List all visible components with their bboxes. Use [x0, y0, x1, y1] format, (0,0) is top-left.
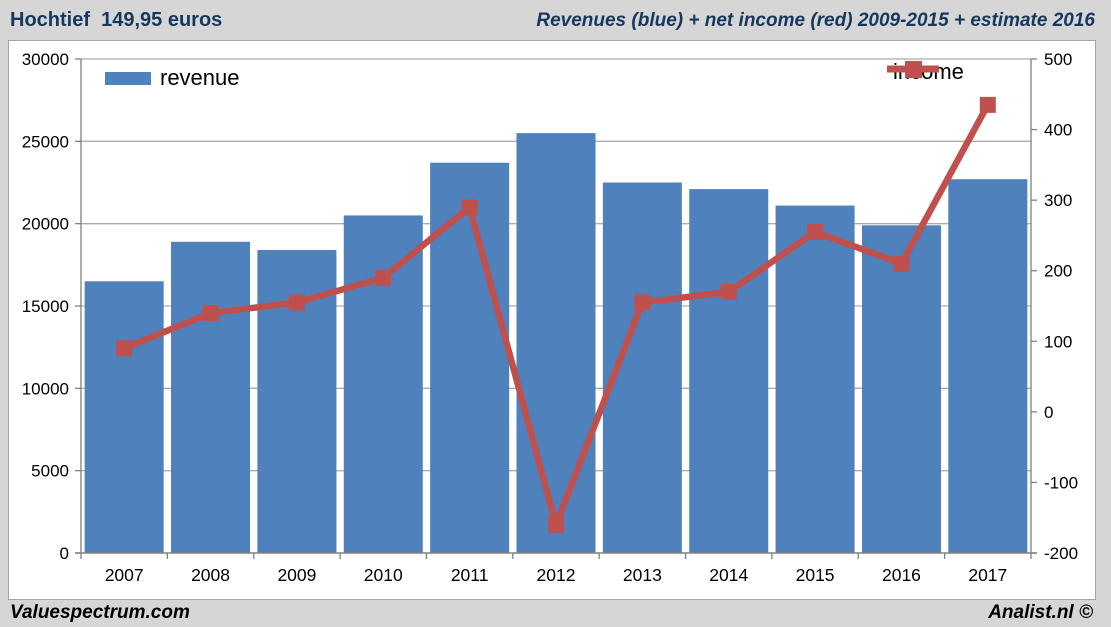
- income-marker: [202, 305, 219, 322]
- left-axis-tick-label: 30000: [22, 50, 69, 69]
- footer-copyright: Analist.nl ©: [988, 602, 1093, 623]
- page-title: Hochtief 149,95 euros: [10, 9, 223, 31]
- x-axis-category-label: 2011: [451, 565, 489, 585]
- right-axis-tick-label: 100: [1044, 332, 1072, 351]
- income-marker: [634, 294, 651, 311]
- chart-frame: 30000 25000 20000 15000 10000 5000 0 500 400 300 2…: [8, 40, 1096, 600]
- right-axis-tick-label: -100: [1044, 473, 1078, 492]
- footer-source: Valuespectrum.com: [10, 602, 190, 623]
- income-marker: [720, 283, 737, 300]
- left-axis-tick-label: 15000: [22, 297, 69, 316]
- x-axis-category-label: 2010: [364, 565, 403, 585]
- revenue-bar: [948, 179, 1028, 553]
- right-axis-tick-label: 300: [1044, 191, 1072, 210]
- chart-subtitle: Revenues (blue) + net income (red) 2009-…: [536, 10, 1095, 31]
- legend-income: income: [887, 59, 964, 85]
- x-axis-category-label: 2008: [191, 565, 230, 585]
- revenue-swatch-icon: [105, 71, 151, 85]
- left-axis-tick-label: 0: [60, 544, 69, 563]
- left-axis-tick-label: 25000: [22, 132, 69, 151]
- revenue-bar: [516, 133, 596, 553]
- x-axis-category-label: 2014: [709, 565, 748, 585]
- right-axis-tick-label: 0: [1044, 403, 1053, 422]
- income-marker: [979, 96, 996, 113]
- revenue-bar: [689, 189, 769, 553]
- x-axis-category-label: 2007: [105, 565, 144, 585]
- legend-revenue-label: revenue: [160, 65, 240, 90]
- income-marker: [893, 255, 910, 272]
- x-axis-category-label: 2012: [537, 565, 576, 585]
- x-axis-category-label: 2016: [882, 565, 921, 585]
- left-axis-tick-label: 5000: [31, 462, 69, 481]
- revenue-bar: [84, 281, 164, 553]
- right-axis-tick-label: 500: [1044, 50, 1072, 69]
- income-marker: [116, 340, 133, 357]
- income-marker: [807, 223, 824, 240]
- right-axis-tick-label: 400: [1044, 121, 1072, 140]
- revenue-bar: [775, 205, 855, 553]
- right-axis-tick-label: 200: [1044, 262, 1072, 281]
- x-axis-category-label: 2013: [623, 565, 662, 585]
- revenue-bar: [343, 215, 423, 553]
- x-axis-category-label: 2015: [796, 565, 835, 585]
- chart-canvas: 30000 25000 20000 15000 10000 5000 0 500 400 300 2…: [22, 50, 1078, 585]
- income-marker: [375, 269, 392, 286]
- legend-revenue: revenue: [105, 65, 240, 91]
- revenue-bar: [861, 225, 941, 553]
- revenue-bar: [171, 241, 251, 553]
- x-axis-category-label: 2017: [968, 565, 1007, 585]
- right-axis-tick-label: -200: [1044, 544, 1078, 563]
- income-marker: [288, 294, 305, 311]
- x-axis-category-label: 2009: [277, 565, 316, 585]
- income-marker: [548, 516, 564, 533]
- revenue-bar: [430, 162, 510, 553]
- income-marker: [461, 199, 478, 216]
- left-axis-tick-label: 20000: [22, 215, 69, 234]
- left-axis-tick-label: 10000: [22, 379, 69, 398]
